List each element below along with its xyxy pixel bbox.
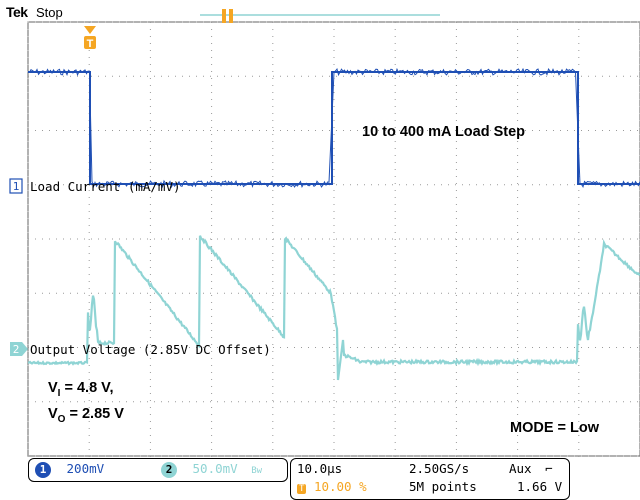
ch2-waveform — [27, 235, 640, 381]
top-status-bar: Tek Stop — [0, 0, 640, 22]
ch1-waveform-noise — [27, 67, 640, 189]
ch1-ground-marker[interactable]: 1 — [9, 178, 23, 194]
bandwidth-limit-icon: Bw — [251, 466, 263, 476]
record-length: 5M points — [409, 479, 477, 494]
ch1-scale: 200mV — [66, 461, 105, 476]
ch2-badge: 2 — [161, 462, 177, 478]
trigger-position-readout: T 10.00 % — [297, 479, 367, 494]
horizontal-scale: 10.0µs — [297, 461, 343, 476]
svg-text:2: 2 — [13, 343, 20, 356]
svg-text:1: 1 — [13, 180, 20, 193]
trigger-position-marker[interactable]: T — [84, 26, 96, 50]
trigger-source: Aux ⌐ — [509, 461, 553, 476]
record-view-bar — [200, 9, 440, 23]
bottom-status-bar: 1 200mV 2 50.0mV Bw 10.0µs T 10.00 % 2.5… — [0, 456, 640, 500]
ch2-ground-marker[interactable]: 2 — [10, 342, 28, 356]
horizontal-trigger-box[interactable]: 10.0µs T 10.00 % 2.50GS/s 5M points Aux … — [290, 458, 570, 500]
trigger-marker-label: T — [87, 38, 94, 50]
sample-rate: 2.50GS/s — [409, 461, 470, 476]
trigger-level: 1.66 V — [517, 479, 563, 494]
trigger-position-icon: T — [297, 484, 307, 494]
vout-annotation: VO = 2.85 V — [48, 406, 124, 425]
ch1-label: Load Current (mA/mV) — [30, 179, 181, 194]
trigger-slope-icon: ⌐ — [545, 461, 553, 476]
ch2-scale-readout[interactable]: 2 50.0mV Bw — [161, 461, 262, 478]
vin-annotation: VI = 4.8 V, — [48, 380, 114, 399]
ch2-scale: 50.0mV — [192, 461, 238, 476]
load-step-annotation: 10 to 400 mA Load Step — [362, 124, 526, 140]
brand-logo: Tek — [6, 4, 28, 20]
ch2-label: Output Voltage (2.85V DC Offset) — [30, 342, 271, 357]
acquisition-state: Stop — [36, 5, 63, 20]
mode-annotation: MODE = Low — [510, 420, 600, 436]
ch1-scale-readout[interactable]: 1 200mV — [35, 461, 104, 478]
vertical-settings-box[interactable]: 1 200mV 2 50.0mV Bw — [28, 458, 288, 482]
ch1-badge: 1 — [35, 462, 51, 478]
